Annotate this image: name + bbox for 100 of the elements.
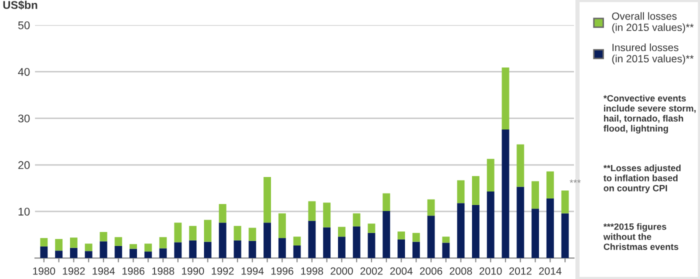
bar [338, 236, 346, 258]
bar [323, 227, 331, 258]
x-tick-label: 2012 [509, 267, 532, 275]
bar [398, 239, 406, 258]
bar [174, 222, 182, 242]
x-tick-label: 1980 [33, 267, 56, 275]
bar [308, 201, 316, 221]
bar [70, 238, 78, 248]
bar [114, 246, 122, 258]
bar [457, 180, 465, 204]
bar [100, 232, 108, 242]
x-tick-label: 1994 [242, 267, 264, 275]
x-tick-label: 1984 [92, 267, 115, 275]
bar [55, 250, 63, 258]
bar [204, 220, 212, 242]
bar [70, 248, 78, 258]
bar [352, 226, 360, 258]
bar [189, 240, 197, 258]
x-tick-label: 1992 [212, 267, 234, 275]
bar [412, 232, 420, 242]
bar [412, 242, 420, 258]
bar [248, 228, 256, 241]
bar [40, 246, 48, 258]
x-tick-label: 2002 [360, 267, 383, 275]
bar [248, 240, 256, 258]
bar [234, 226, 242, 240]
x-tick-label: 1996 [271, 267, 294, 275]
annotation: *** [570, 179, 581, 183]
bar [114, 237, 122, 246]
bar [174, 242, 182, 258]
bar [144, 244, 152, 252]
y-tick-label: 10 [18, 208, 30, 216]
x-tick-label: 2004 [390, 267, 413, 275]
x-tick-label: 1990 [182, 267, 204, 275]
x-tick-label: 2010 [480, 267, 502, 275]
x-tick-label: 1986 [122, 267, 144, 275]
bar [486, 158, 494, 192]
bar [561, 190, 569, 214]
bar [84, 244, 92, 252]
bar [234, 240, 242, 258]
x-tick-label: 1982 [62, 267, 85, 275]
x-tick-label: 2008 [450, 267, 472, 275]
bar [278, 213, 286, 238]
legend-label: Insured losses (in 2015 values)** [612, 44, 694, 64]
bar [204, 242, 212, 258]
bar [532, 181, 540, 209]
bar [218, 222, 226, 258]
bar [323, 202, 331, 228]
bar [264, 177, 271, 223]
bar [159, 248, 167, 258]
bar [442, 236, 450, 243]
bar [218, 204, 226, 223]
bar [40, 238, 48, 246]
x-tick-label: 1988 [152, 267, 174, 275]
bar [472, 204, 480, 258]
bar [293, 236, 301, 246]
bar [561, 213, 569, 258]
bar [502, 68, 510, 130]
bar [368, 232, 376, 258]
bar [100, 241, 108, 258]
bar [130, 244, 137, 249]
text: *Convective events include severe storm, hail, tornado, flash flood, lightning [603, 94, 696, 134]
bar [368, 224, 376, 233]
bar [532, 208, 540, 258]
bar [546, 198, 554, 258]
legend-label: Overall losses (in 2015 values)** [612, 12, 694, 34]
bar [457, 203, 465, 258]
y-tick-label: 40 [18, 68, 30, 76]
bar [442, 242, 450, 258]
bar [159, 237, 167, 248]
bar [308, 220, 316, 258]
x-tick-label: 1998 [301, 267, 324, 275]
bar [502, 129, 510, 258]
bar [144, 252, 152, 258]
x-tick-label: 2006 [420, 267, 442, 275]
bar [338, 226, 346, 237]
x-tick-label: 2014 [539, 267, 562, 275]
y-axis-title: US$bn [3, 0, 38, 10]
bar [516, 186, 524, 258]
bar [84, 251, 92, 258]
bar [472, 176, 480, 205]
bar [486, 191, 494, 258]
y-tick-label: 20 [18, 161, 30, 170]
bar [516, 144, 524, 187]
bar [293, 245, 301, 258]
text: ***2015 figures without the Christmas events [603, 223, 678, 250]
bar [427, 199, 435, 216]
x-tick-label: 2000 [330, 267, 353, 275]
bar [55, 238, 63, 251]
bar [427, 216, 435, 258]
bar [278, 238, 286, 258]
bar [382, 193, 390, 212]
bar [189, 226, 197, 240]
bar [352, 213, 360, 226]
bar [398, 232, 406, 240]
bar [382, 211, 390, 258]
bar [546, 171, 554, 198]
y-tick-label: 50 [18, 21, 30, 30]
text: **Losses adjusted to inflation based on country CPI [603, 164, 681, 194]
bar [264, 222, 271, 258]
